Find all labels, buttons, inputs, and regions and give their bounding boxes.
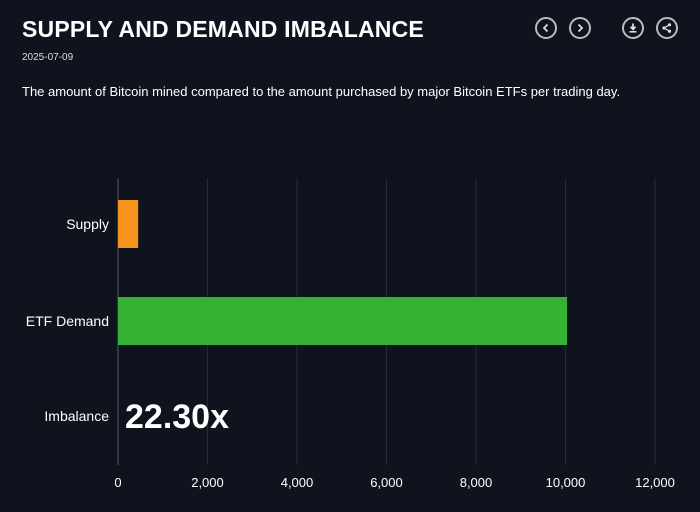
x-tick-label: 0: [114, 475, 121, 490]
share-icon: [662, 23, 672, 33]
category-label: Supply: [66, 216, 109, 232]
chart-title: SUPPLY AND DEMAND IMBALANCE: [22, 16, 424, 42]
x-tick-label: 10,000: [546, 475, 586, 490]
imbalance-value: 22.30x: [125, 398, 229, 436]
chart-date: 2025-07-09: [22, 52, 74, 63]
x-tick-label: 12,000: [635, 475, 675, 490]
share-button[interactable]: [656, 17, 678, 39]
category-label: ETF Demand: [26, 313, 109, 329]
x-tick-label: 4,000: [281, 475, 314, 490]
chevron-right-icon: [577, 23, 584, 33]
next-button[interactable]: [569, 17, 591, 39]
x-tick-label: 6,000: [370, 475, 403, 490]
chevron-left-icon: [542, 23, 549, 33]
x-tick-label: 8,000: [460, 475, 493, 490]
download-button[interactable]: [622, 17, 644, 39]
download-icon: [629, 23, 637, 33]
x-tick-label: 2,000: [191, 475, 224, 490]
previous-button[interactable]: [535, 17, 557, 39]
bar-etf-demand: [118, 297, 568, 345]
category-label: Imbalance: [44, 408, 109, 424]
bar-supply: [118, 200, 139, 248]
chart-subtitle: The amount of Bitcoin mined compared to …: [22, 84, 621, 99]
